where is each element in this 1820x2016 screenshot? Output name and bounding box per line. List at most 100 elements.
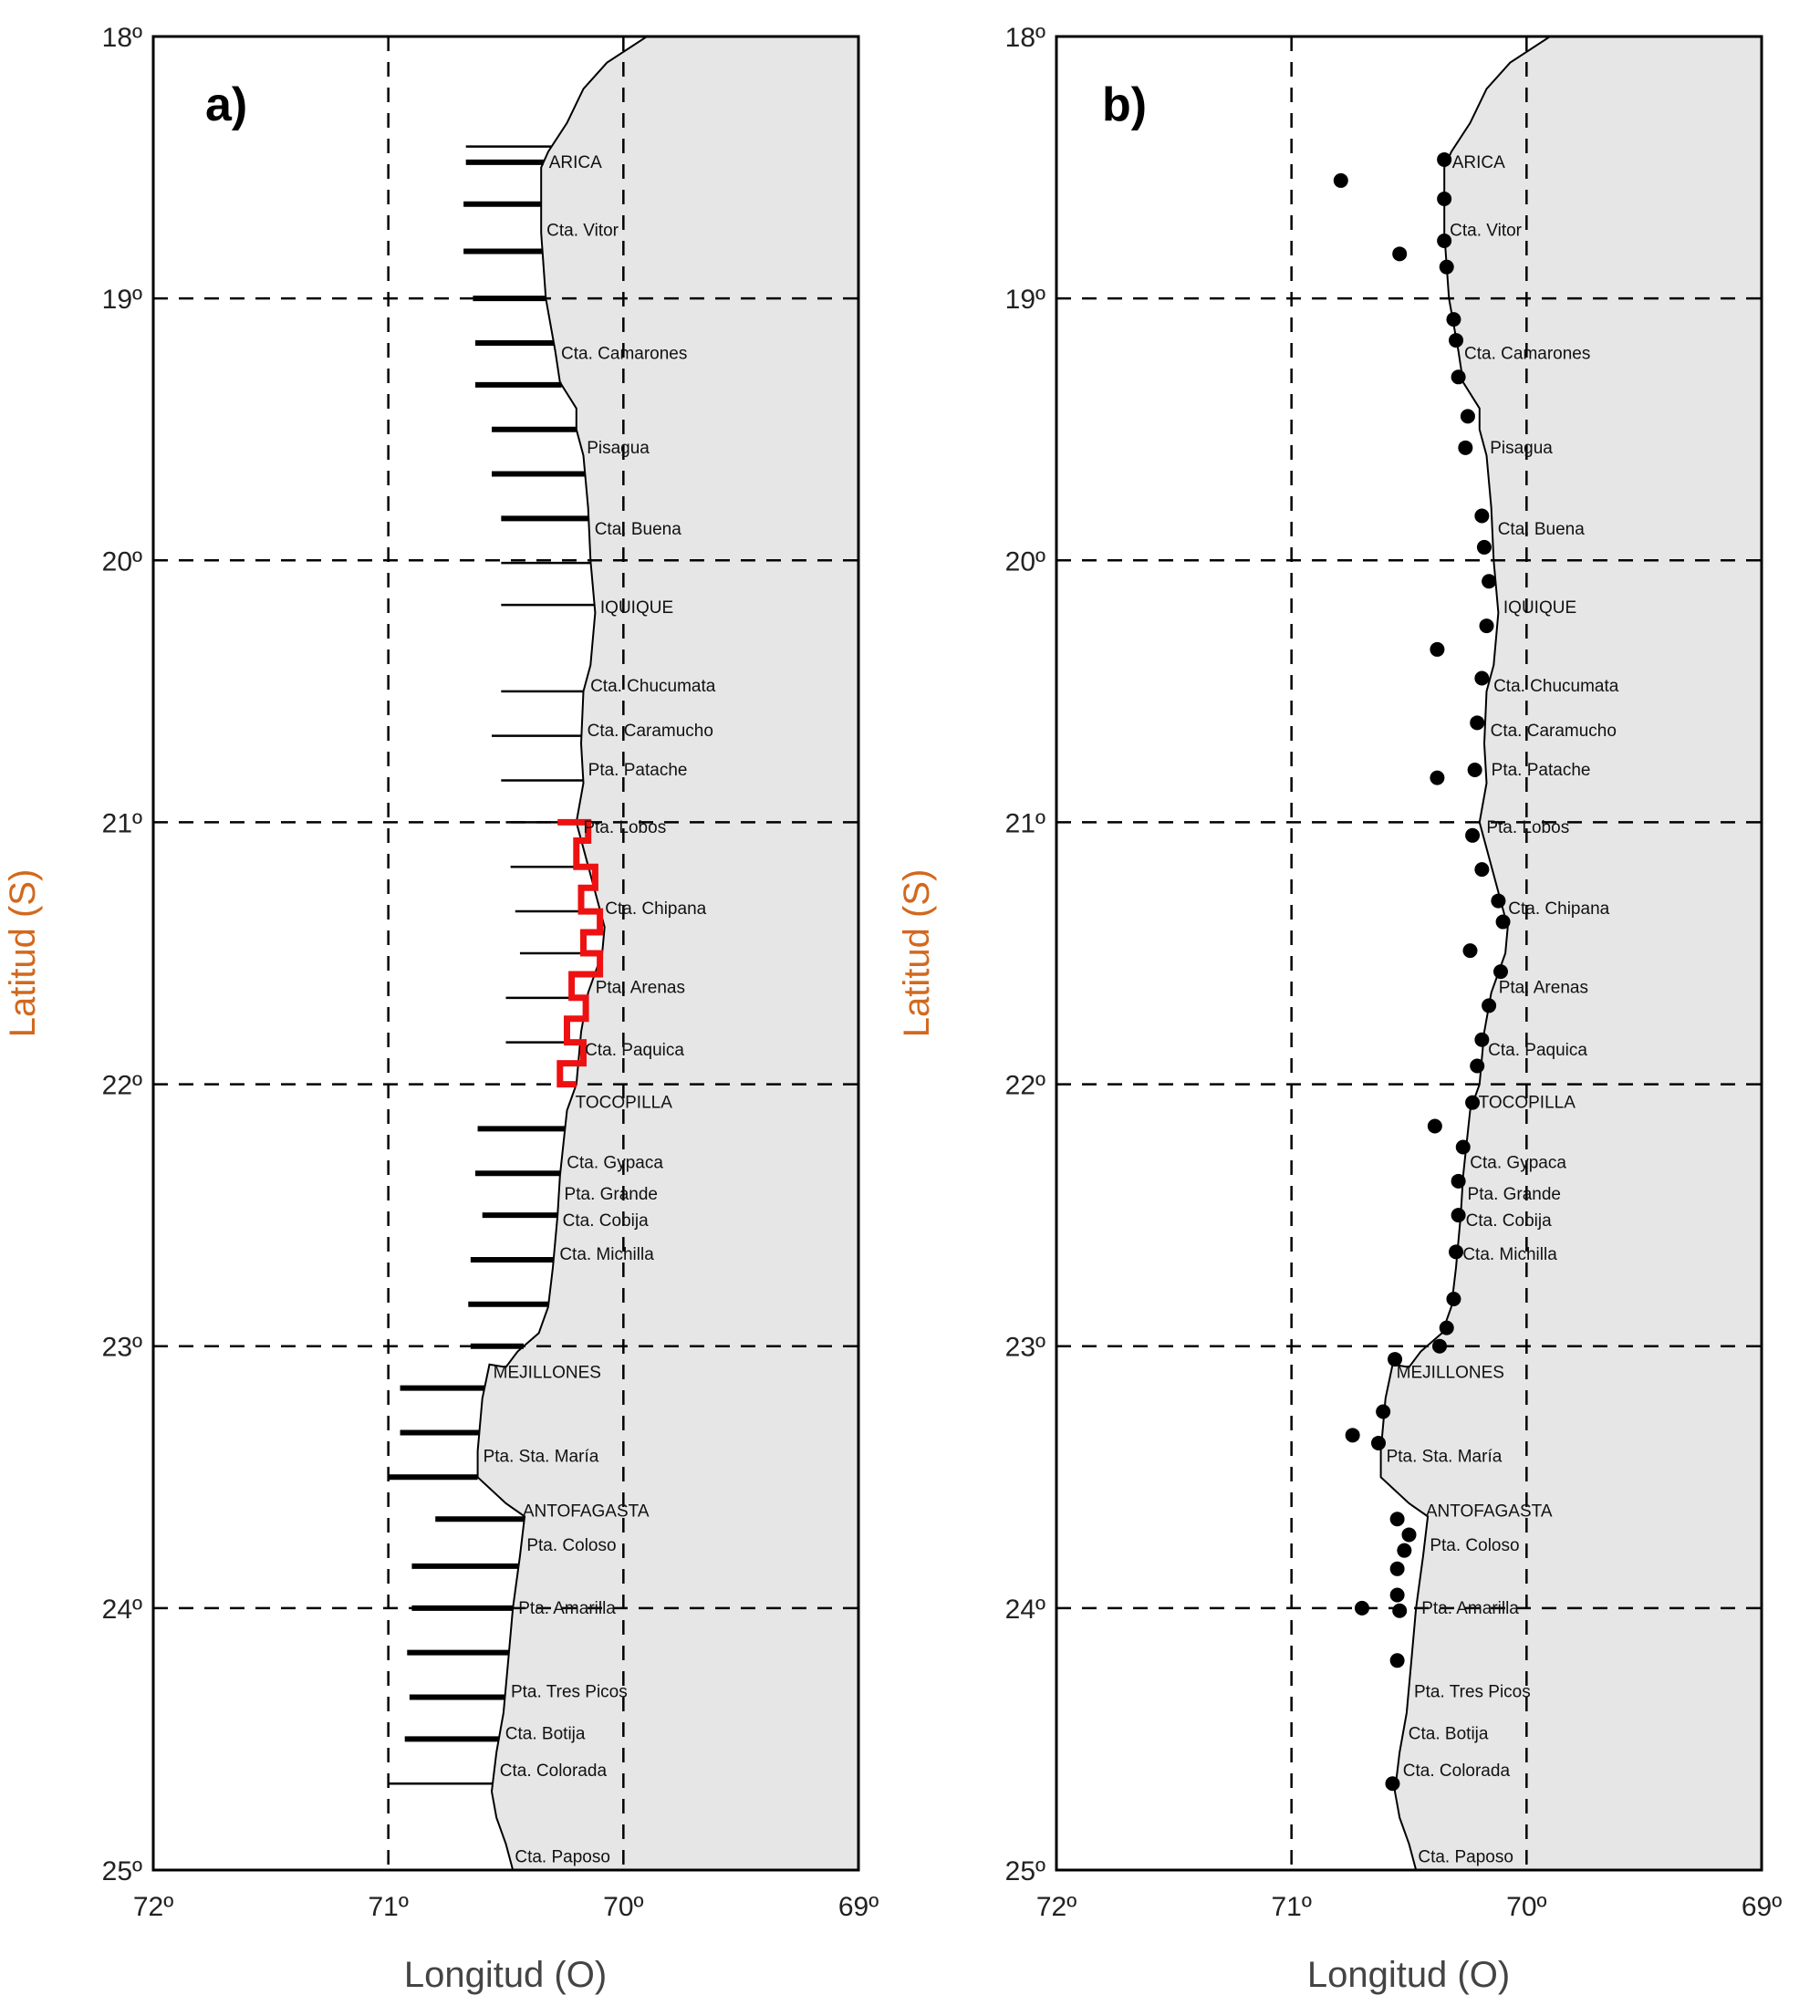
place-label: TOCOPILLA: [1479, 1094, 1576, 1113]
station-point: [1427, 1118, 1442, 1134]
station-point: [1389, 1587, 1405, 1603]
panel-b-stations: [1333, 151, 1511, 1792]
place-label: Cta. Michilla: [1462, 1245, 1557, 1264]
place-label: Cta. Chucumata: [590, 677, 716, 696]
station-point: [1389, 1561, 1405, 1576]
y-tick-label: 25º: [102, 1856, 142, 1886]
place-label: Pta. Coloso: [1430, 1536, 1519, 1555]
place-label: IQUIQUE: [1503, 598, 1576, 618]
place-label: Pta. Coloso: [526, 1536, 616, 1555]
place-label: Cta. Vitor: [1450, 221, 1523, 240]
panel-a-letter: a): [205, 78, 247, 131]
place-label: MEJILLONES: [1397, 1363, 1504, 1382]
station-point: [1474, 862, 1490, 878]
station-point: [1430, 770, 1445, 785]
place-label: ANTOFAGASTA: [523, 1502, 650, 1522]
y-tick-label: 24º: [102, 1595, 142, 1625]
station-point: [1458, 440, 1473, 455]
station-point: [1437, 192, 1452, 207]
y-tick-label: 18º: [102, 23, 142, 53]
place-label: Cta. Paposo: [1418, 1848, 1513, 1867]
station-point: [1446, 312, 1461, 327]
station-point: [1492, 964, 1508, 980]
station-point: [1465, 1095, 1481, 1110]
station-point: [1431, 1338, 1447, 1354]
station-point: [1467, 763, 1482, 777]
station-point: [1470, 1058, 1485, 1074]
panel-b-gridlines: [1056, 36, 1762, 1870]
place-label: Pta. Patache: [1492, 761, 1591, 780]
place-label: Pta. Sta. María: [484, 1447, 599, 1466]
station-point: [1388, 1352, 1403, 1367]
station-point: [1392, 246, 1408, 262]
panel-b-frame: [1055, 35, 1763, 1872]
panel-b-y-tick-labels: 18º 19º 20º 21º 22º 23º 24º 25º: [1005, 23, 1045, 1886]
place-label: ARICA: [1452, 153, 1505, 172]
place-label: Cta. Caramucho: [1491, 722, 1617, 741]
place-label: Cta. Cobija: [1466, 1211, 1552, 1231]
panel-a-y-tick-labels: 18º 19º 20º 21º 22º 23º 24º 25º: [102, 23, 142, 1886]
place-label: Cta. Camarones: [561, 344, 687, 363]
station-point: [1371, 1435, 1387, 1450]
station-point: [1455, 1139, 1471, 1155]
panel-a-frame: [151, 35, 860, 1872]
place-label: Cta. Michilla: [559, 1245, 654, 1264]
place-label: Cta. Botija: [505, 1725, 586, 1744]
panel-b: ARICA Cta. Vitor Cta. Camarones Pisagua Cta.…: [897, 23, 1782, 1995]
y-tick-label: 21º: [102, 808, 142, 838]
panel-b-letter: b): [1102, 78, 1147, 131]
place-label: Cta. Paquica: [585, 1041, 684, 1060]
y-tick-label: 23º: [102, 1333, 142, 1363]
station-point: [1439, 259, 1454, 275]
station-point: [1451, 1208, 1466, 1223]
place-label: Pta. Patache: [588, 761, 688, 780]
x-tick-label: 71º: [1272, 1892, 1312, 1922]
panel-a-place-labels: ARICA Cta. Vitor Cta. Camarones Pisagua Cta.…: [484, 153, 716, 1867]
panel-a-land: [477, 36, 858, 1870]
place-label: TOCOPILLA: [576, 1094, 673, 1113]
place-label: Cta. Chipana: [1508, 899, 1609, 919]
x-tick-label: 72º: [133, 1892, 173, 1922]
station-point: [1495, 914, 1511, 930]
panel-a-highlight-transect: [556, 818, 604, 1088]
station-point: [1476, 539, 1492, 555]
place-label: Pisagua: [1490, 439, 1553, 458]
place-label: Cta. Vitor: [546, 221, 619, 240]
station-point: [1392, 1603, 1408, 1618]
station-point: [1376, 1404, 1391, 1419]
station-point: [1401, 1527, 1417, 1543]
panel-b-x-tick-labels: 72º 71º 70º 69º: [1036, 1892, 1782, 1922]
station-point: [1482, 574, 1497, 589]
y-tick-label: 23º: [1005, 1333, 1045, 1363]
station-point: [1449, 333, 1464, 348]
station-point: [1345, 1428, 1360, 1443]
y-tick-label: 21º: [1005, 808, 1045, 838]
station-point: [1470, 715, 1485, 731]
station-point: [1479, 618, 1494, 634]
station-point: [1333, 172, 1348, 188]
station-point: [1439, 1320, 1454, 1335]
station-point: [1460, 409, 1475, 424]
place-label: Pta. Tres Picos: [511, 1683, 628, 1702]
place-label: Pta. Arenas: [596, 978, 685, 997]
place-label: Cta. Gypaca: [567, 1154, 663, 1173]
place-label: Pta. Grande: [1468, 1185, 1561, 1204]
place-label: Pta. Grande: [565, 1185, 658, 1204]
panel-a: ARICA Cta. Vitor Cta. Camarones Pisagua Cta.…: [3, 23, 879, 1995]
place-label: Cta. Camarones: [1464, 344, 1590, 363]
place-label: Pta. Lobos: [1486, 818, 1569, 837]
station-point: [1462, 943, 1478, 959]
place-label: Cta. Chipana: [605, 899, 706, 919]
station-point: [1465, 827, 1481, 843]
y-tick-label: 25º: [1005, 1856, 1045, 1886]
station-point: [1451, 1173, 1466, 1189]
panel-b-x-axis-title: Longitud (O): [1307, 1955, 1510, 1995]
place-label: Pta. Arenas: [1499, 978, 1588, 997]
y-tick-label: 22º: [102, 1071, 142, 1101]
place-label: Cta. Botija: [1409, 1725, 1489, 1744]
station-point: [1354, 1600, 1369, 1616]
place-label: Pisagua: [587, 439, 650, 458]
place-label: Pta. Tres Picos: [1414, 1683, 1531, 1702]
place-label: Cta. Gypaca: [1470, 1154, 1566, 1173]
